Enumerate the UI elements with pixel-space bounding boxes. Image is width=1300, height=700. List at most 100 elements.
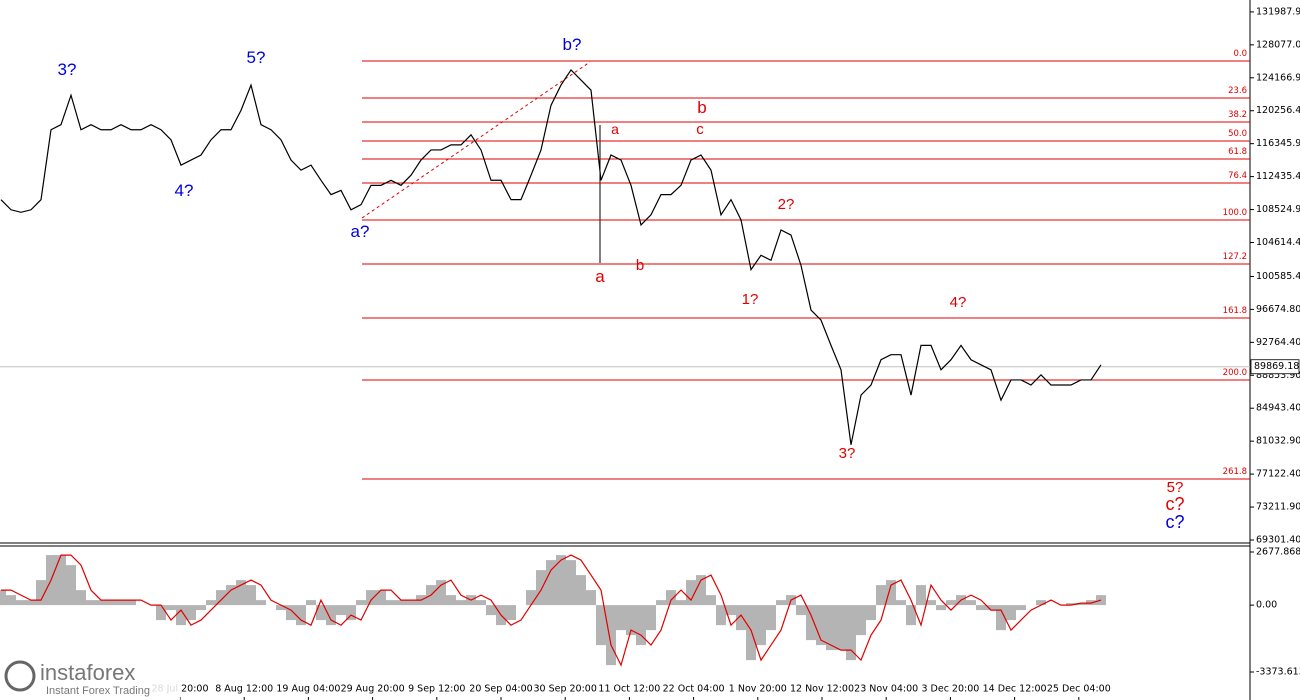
histogram-bar [716, 605, 726, 626]
histogram-bar [816, 605, 826, 646]
wave-label: 3? [58, 60, 77, 79]
histogram-bar [936, 605, 946, 611]
histogram-bar [916, 585, 926, 606]
histogram-bar [206, 600, 216, 606]
x-tick-label: 20 Sep 04:00 [469, 684, 532, 695]
histogram-bar [486, 605, 496, 616]
wave-label: 5? [247, 48, 266, 67]
wave-label: a [611, 121, 619, 137]
y-tick-label: 96674.80 [1256, 304, 1300, 315]
y-tick-label: 88853.90 [1256, 370, 1300, 381]
price-line [0, 68, 1102, 445]
y-tick-label: 92764.40 [1256, 337, 1300, 348]
fib-label: 38.2 [1228, 110, 1247, 120]
histogram-bar [556, 555, 566, 606]
logo: instaforex Instant Forex Trading [0, 655, 180, 700]
histogram-bar [246, 585, 256, 606]
histogram-bar [336, 605, 346, 616]
wave-label: 3? [839, 445, 856, 462]
logo-bg [0, 655, 180, 700]
y-tick-label: -3373.613 [1256, 667, 1300, 678]
histogram-bar [856, 605, 866, 636]
histogram-bar [526, 590, 536, 606]
y-tick-label: 69301.40 [1256, 534, 1300, 545]
histogram-bar [546, 560, 556, 606]
x-tick-label: 22 Oct 04:00 [663, 684, 725, 695]
histogram-bar [396, 600, 406, 606]
histogram-bar [166, 605, 176, 611]
x-tick-label: 23 Nov 04:00 [854, 684, 918, 695]
histogram-bar [36, 580, 46, 606]
histogram-bar [746, 605, 756, 661]
logo-tagline: Instant Forex Trading [46, 685, 150, 697]
y-tick-label: 112435.40 [1256, 171, 1300, 182]
histogram-bar [986, 605, 996, 611]
histogram-bar [1066, 603, 1076, 606]
x-tick-label: 11 Oct 12:00 [598, 684, 660, 695]
histogram-bar [356, 600, 366, 606]
histogram-bar [6, 595, 16, 606]
x-tick-label: 3 Dec 20:00 [921, 684, 979, 695]
histogram-bar [596, 605, 606, 646]
histogram-bar [156, 605, 166, 621]
histogram-bar [536, 570, 546, 606]
last-price-box [1250, 359, 1300, 375]
histogram-bar [346, 605, 356, 621]
histogram-bar [96, 600, 106, 606]
wave-label: c? [1165, 512, 1184, 532]
fib-label: 50.0 [1228, 129, 1247, 139]
y-tick-label: 2677.868 [1256, 547, 1300, 558]
histogram-bar [826, 605, 836, 651]
histogram-bar [646, 605, 656, 631]
histogram-bar [216, 590, 226, 606]
histogram-bar [56, 555, 66, 606]
histogram-bar [846, 605, 856, 661]
histogram-bar [176, 605, 186, 626]
histogram-bar [366, 590, 376, 606]
wave-label: a? [351, 222, 370, 241]
histogram-bar [836, 605, 846, 651]
histogram-bar [806, 605, 816, 641]
histogram-bar [406, 600, 416, 606]
y-tick-label: 0.00 [1256, 600, 1277, 611]
histogram-bar [606, 605, 616, 666]
histogram-bar [616, 605, 626, 631]
y-tick-label: 128077.00 [1256, 39, 1300, 50]
histogram-bar [776, 600, 786, 606]
histogram-bar [726, 605, 736, 616]
histogram-bar [386, 600, 396, 606]
x-tick-label: 19 Aug 04:00 [276, 684, 340, 695]
wave-label: 2? [778, 196, 795, 213]
y-tick-label: 131987.90 [1256, 6, 1300, 17]
histogram-bar [756, 605, 766, 646]
wave-label: 4? [950, 294, 967, 311]
histogram-bar [766, 605, 776, 631]
wave-label: c? [1165, 494, 1184, 514]
histogram-bar [476, 600, 486, 606]
histogram-bar [186, 605, 196, 621]
histogram-bar [446, 595, 456, 606]
histogram-bar [566, 560, 576, 606]
wave-label: 1? [742, 291, 759, 308]
y-tick-label: 77122.40 [1256, 469, 1300, 480]
wave-label: b? [563, 35, 582, 54]
histogram-bar [736, 605, 746, 631]
histogram-bar [116, 600, 126, 606]
histogram-bar [126, 600, 136, 606]
histogram-bar [326, 605, 336, 626]
logo-icon [4, 660, 36, 692]
histogram-bar [676, 600, 686, 606]
y-tick-label: 100585.40 [1256, 271, 1300, 282]
histogram-bar [1036, 600, 1046, 606]
x-tick-label: 1 Nov 20:00 [729, 684, 787, 695]
histogram-bar [626, 605, 636, 636]
fib-label: 261.8 [1223, 467, 1247, 477]
histogram-bar [656, 600, 666, 606]
y-tick-label: 120256.40 [1256, 105, 1300, 116]
x-tick-label: 29 Aug 20:00 [341, 684, 405, 695]
histogram-bar [996, 605, 1006, 631]
histogram-bar [316, 605, 326, 621]
histogram-bar [796, 605, 806, 616]
histogram-bar [376, 590, 386, 606]
